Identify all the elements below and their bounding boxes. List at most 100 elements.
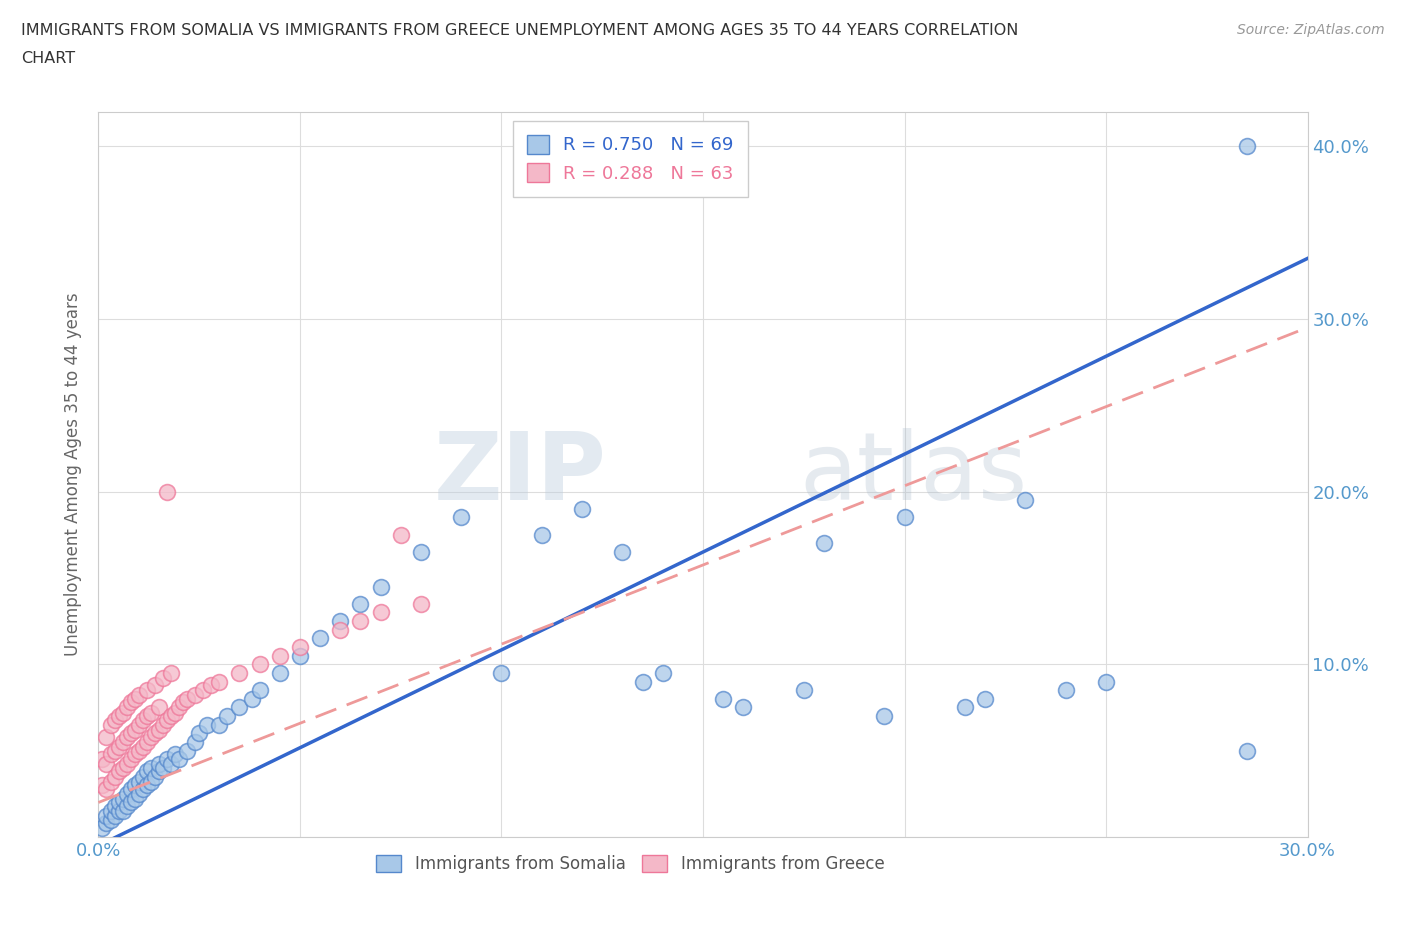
- Point: [132, 739, 155, 754]
- Point: [148, 764, 170, 778]
- Point: [107, 804, 129, 818]
- Point: [107, 739, 129, 754]
- Point: [217, 709, 239, 724]
- Point: [120, 695, 142, 710]
- Text: ZIP: ZIP: [433, 429, 606, 520]
- Point: [143, 678, 166, 693]
- Point: [409, 596, 432, 611]
- Point: [107, 709, 129, 724]
- Text: CHART: CHART: [21, 51, 75, 66]
- Point: [103, 743, 125, 758]
- Point: [132, 769, 155, 784]
- Point: [160, 666, 183, 681]
- Point: [530, 527, 553, 542]
- Point: [91, 751, 114, 766]
- Point: [128, 743, 150, 758]
- Point: [188, 726, 211, 741]
- Point: [288, 648, 311, 663]
- Point: [96, 757, 118, 772]
- Point: [148, 700, 170, 715]
- Point: [128, 688, 150, 703]
- Point: [100, 775, 122, 790]
- Point: [135, 709, 157, 724]
- Point: [152, 671, 174, 685]
- Point: [96, 781, 118, 796]
- Point: [115, 729, 138, 744]
- Point: [571, 501, 593, 516]
- Point: [733, 700, 755, 715]
- Point: [111, 804, 134, 818]
- Point: [111, 761, 134, 776]
- Point: [167, 700, 190, 715]
- Point: [135, 683, 157, 698]
- Point: [172, 695, 194, 710]
- Point: [156, 751, 179, 766]
- Point: [148, 757, 170, 772]
- Point: [135, 777, 157, 792]
- Point: [160, 757, 183, 772]
- Point: [124, 723, 146, 737]
- Point: [120, 751, 142, 766]
- Point: [124, 747, 146, 762]
- Point: [96, 816, 118, 830]
- Text: IMMIGRANTS FROM SOMALIA VS IMMIGRANTS FROM GREECE UNEMPLOYMENT AMONG AGES 35 TO : IMMIGRANTS FROM SOMALIA VS IMMIGRANTS FR…: [21, 23, 1018, 38]
- Point: [100, 804, 122, 818]
- Point: [208, 674, 231, 689]
- Point: [269, 666, 291, 681]
- Text: atlas: atlas: [800, 429, 1028, 520]
- Point: [228, 666, 250, 681]
- Point: [91, 777, 114, 792]
- Y-axis label: Unemployment Among Ages 35 to 44 years: Unemployment Among Ages 35 to 44 years: [65, 293, 83, 656]
- Point: [103, 769, 125, 784]
- Point: [793, 683, 815, 698]
- Point: [711, 691, 734, 706]
- Point: [115, 799, 138, 814]
- Point: [139, 705, 162, 720]
- Point: [389, 527, 412, 542]
- Point: [193, 683, 215, 698]
- Point: [240, 691, 263, 706]
- Point: [269, 648, 291, 663]
- Point: [329, 622, 352, 637]
- Point: [249, 657, 271, 671]
- Point: [107, 795, 129, 810]
- Point: [167, 751, 190, 766]
- Point: [115, 700, 138, 715]
- Point: [111, 791, 134, 806]
- Point: [1236, 139, 1258, 153]
- Point: [249, 683, 271, 698]
- Point: [135, 735, 157, 750]
- Point: [100, 717, 122, 732]
- Point: [953, 700, 976, 715]
- Point: [200, 678, 222, 693]
- Point: [873, 709, 896, 724]
- Point: [120, 781, 142, 796]
- Point: [132, 712, 155, 727]
- Point: [128, 717, 150, 732]
- Point: [491, 666, 513, 681]
- Point: [651, 666, 673, 681]
- Point: [128, 787, 150, 802]
- Point: [974, 691, 997, 706]
- Point: [124, 691, 146, 706]
- Text: Source: ZipAtlas.com: Source: ZipAtlas.com: [1237, 23, 1385, 37]
- Point: [100, 812, 122, 827]
- Point: [156, 485, 179, 499]
- Point: [96, 729, 118, 744]
- Point: [124, 791, 146, 806]
- Legend: Immigrants from Somalia, Immigrants from Greece: Immigrants from Somalia, Immigrants from…: [370, 848, 891, 880]
- Point: [128, 775, 150, 790]
- Point: [96, 809, 118, 824]
- Point: [139, 775, 162, 790]
- Point: [148, 723, 170, 737]
- Point: [103, 809, 125, 824]
- Point: [208, 717, 231, 732]
- Point: [163, 705, 186, 720]
- Point: [349, 596, 371, 611]
- Point: [135, 764, 157, 778]
- Point: [152, 761, 174, 776]
- Point: [309, 631, 332, 645]
- Point: [176, 743, 198, 758]
- Point: [329, 614, 352, 629]
- Point: [1014, 493, 1036, 508]
